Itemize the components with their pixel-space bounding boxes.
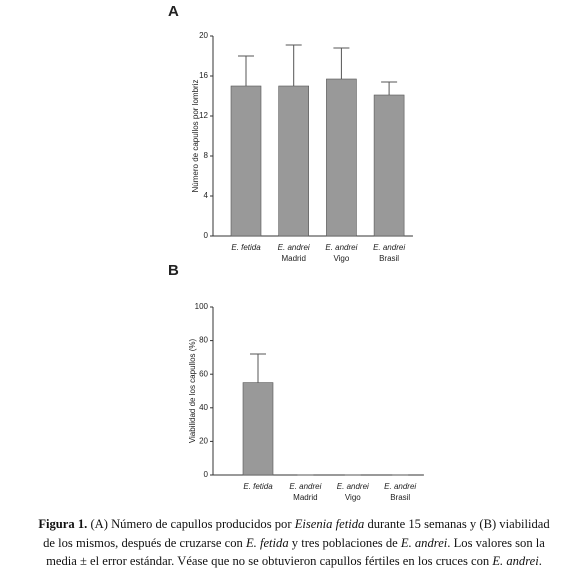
bar — [242, 382, 274, 476]
x-tick-label: E. andrei — [373, 243, 405, 252]
caption-text: durante 15 semanas y (B) viabilidad — [364, 517, 550, 531]
caption-text: E. andrei — [492, 554, 539, 568]
y-axis-label: Viabilidad de los capullos (%) — [188, 338, 197, 443]
bar — [230, 85, 262, 237]
y-tick-label: 12 — [199, 111, 208, 120]
error-bar — [238, 55, 254, 86]
error-bar — [333, 47, 350, 79]
caption-line: de los mismos, después de cruzarse con E… — [0, 534, 588, 553]
caption-text: Figura 1. — [38, 517, 88, 531]
x-tick-label: Madrid — [293, 493, 317, 502]
caption-text: de los mismos, después de cruzarse con — [43, 535, 246, 550]
error-bar — [285, 44, 302, 86]
y-tick-label: 60 — [199, 369, 208, 378]
bar — [326, 78, 357, 237]
y-tick-label: 20 — [199, 31, 208, 40]
caption-text: media ± el error estándar. Véase que no … — [46, 554, 493, 568]
caption-text: E. andrei — [400, 535, 448, 550]
caption-text: E. fetida — [245, 535, 289, 550]
x-tick-label: E. andrei — [384, 482, 416, 491]
x-tick-label: E. andrei — [337, 482, 369, 491]
x-tick-label: E. fetida — [243, 482, 273, 491]
x-tick-label: E. andrei — [289, 482, 321, 491]
y-tick-label: 80 — [199, 336, 208, 345]
y-tick-label: 0 — [204, 231, 209, 240]
panel-label: B — [168, 262, 179, 279]
y-tick-label: 40 — [199, 403, 208, 412]
caption-line: media ± el error estándar. Véase que no … — [0, 552, 588, 571]
caption-text: . — [538, 554, 542, 568]
y-tick-label: 100 — [195, 302, 209, 311]
y-axis-label: Número de capullos por lombriz — [191, 80, 200, 193]
x-tick-label: E. andrei — [278, 243, 310, 252]
x-tick-label: E. andrei — [325, 243, 357, 252]
y-tick-label: 16 — [199, 71, 208, 80]
caption: Figura 1. (A) Número de capullos produci… — [0, 515, 588, 571]
panel-label: A — [168, 3, 179, 20]
caption-text: Eisenia fetida — [294, 517, 365, 531]
figure: A Número de capullos por lombriz 0 4 8 12 16 20… — [168, 3, 424, 502]
x-tick-label: Vigo — [333, 254, 349, 263]
x-tick-label: Vigo — [345, 493, 361, 502]
caption-text: (A) Número de capullos producidos por — [87, 517, 295, 531]
y-tick-label: 4 — [204, 191, 209, 200]
caption-line: Figura 1. (A) Número de capullos produci… — [0, 515, 588, 534]
y-tick-label: 20 — [199, 437, 208, 446]
error-bar — [250, 353, 266, 383]
x-tick-label: Brasil — [390, 493, 410, 502]
x-tick-label: Brasil — [379, 254, 399, 263]
bar — [278, 85, 310, 237]
x-tick-label: Madrid — [281, 254, 305, 263]
error-bar — [381, 81, 398, 95]
caption-text: y tres poblaciones de — [288, 535, 401, 550]
bar — [373, 94, 405, 237]
y-tick-label: 0 — [204, 470, 209, 479]
y-tick-label: 8 — [204, 151, 209, 160]
caption-text: . Los valores son la — [447, 535, 545, 550]
x-tick-label: E. fetida — [231, 243, 261, 252]
